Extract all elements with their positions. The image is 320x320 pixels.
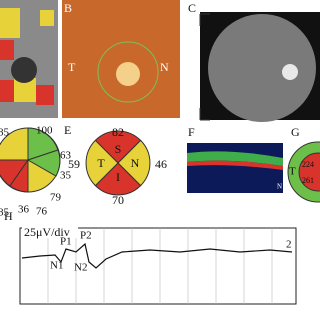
fundus xyxy=(208,14,316,122)
waveform xyxy=(21,242,293,269)
panel-d: 85 100 63 35 79 76 36 85 xyxy=(0,125,72,219)
quadrant-label: S xyxy=(115,142,122,156)
oct-layer xyxy=(187,151,283,166)
sector-value: 35 xyxy=(60,170,72,182)
field-cell xyxy=(0,80,14,102)
ring-value: 261 xyxy=(302,176,314,185)
sector-value: 36 xyxy=(18,204,30,216)
quadrant-value: 46 xyxy=(155,157,167,171)
quadrant-value: 59 xyxy=(68,157,80,171)
quadrant xyxy=(94,162,142,196)
side-label: N xyxy=(160,60,169,74)
quadrant-value: 70 xyxy=(112,193,124,207)
peak-label: N1 xyxy=(50,260,63,272)
field-cell xyxy=(40,10,54,26)
panel-f: F N xyxy=(187,125,283,193)
ring xyxy=(97,41,159,103)
field-cell xyxy=(36,85,54,105)
panel-label: B xyxy=(64,1,72,15)
sector-value: 85 xyxy=(0,127,10,139)
peak-label: P1 xyxy=(60,236,72,248)
oct-layer xyxy=(187,160,283,170)
sector xyxy=(9,158,29,193)
quadrant xyxy=(85,139,119,187)
panel-label: G xyxy=(291,125,300,139)
panel-c: C xyxy=(188,1,320,122)
peak-label: N2 xyxy=(74,262,87,274)
side-label: N xyxy=(277,183,282,191)
grid xyxy=(47,228,273,304)
disc xyxy=(11,57,37,83)
side-label: T xyxy=(289,166,296,178)
field-cell xyxy=(14,78,36,102)
sector-value: 79 xyxy=(50,192,62,204)
label-bg xyxy=(22,226,78,238)
field-cell xyxy=(0,40,14,60)
panel-label: F xyxy=(188,125,195,139)
quadrant-label: N xyxy=(131,156,140,170)
quadrant-label: T xyxy=(97,156,105,170)
optic-disc xyxy=(282,64,298,80)
panel-label: E xyxy=(64,123,71,137)
ring-value: 224 xyxy=(302,160,314,169)
field-cell xyxy=(0,8,20,38)
plot-frame xyxy=(19,227,297,305)
quadrant xyxy=(117,139,151,187)
panel-e: E S T N I 82 59 46 70 xyxy=(64,123,167,207)
peak-label: P2 xyxy=(80,230,92,242)
panel-g: G T 224 261 xyxy=(287,125,320,203)
quadrant-value: 82 xyxy=(112,125,124,139)
optic-disc xyxy=(116,62,140,86)
bracket xyxy=(199,13,210,121)
fundus xyxy=(62,0,180,118)
sector-value: 63 xyxy=(60,150,72,162)
panel-label: H xyxy=(4,209,13,223)
quadrant-label: I xyxy=(116,170,120,184)
panel-label: C xyxy=(188,1,196,15)
sector-value: 100 xyxy=(36,125,53,137)
trace-label: 2 xyxy=(286,239,292,251)
panel-b: B T N xyxy=(62,0,180,118)
side-label: T xyxy=(68,60,76,74)
scale-label: 25μV/div xyxy=(24,225,70,239)
quadrant xyxy=(94,130,142,164)
sector-value: 85 xyxy=(0,207,10,219)
sector xyxy=(26,149,61,177)
panel-a xyxy=(0,0,58,118)
panel-h: H 25μV/div P1 P2 N1 N2 2 xyxy=(4,209,297,305)
sector-value: 76 xyxy=(36,206,48,218)
ring-map xyxy=(298,152,320,192)
